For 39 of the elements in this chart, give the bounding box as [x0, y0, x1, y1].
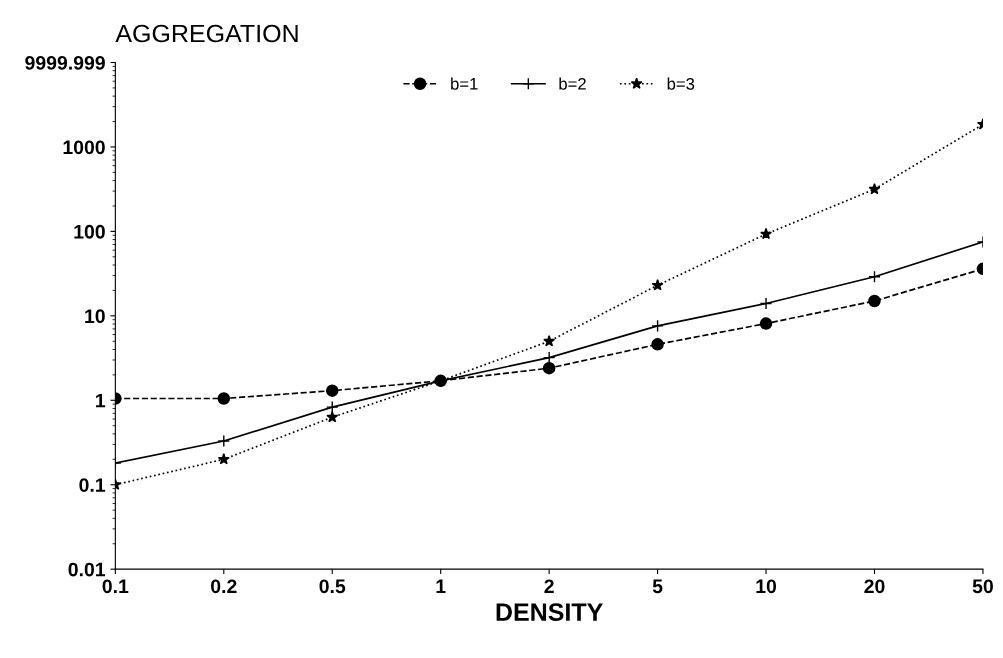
point [651, 338, 664, 351]
y-tick-label: 1000 [63, 140, 105, 155]
point [325, 384, 339, 397]
point [651, 319, 664, 333]
x-axis-title: DENSITY [496, 603, 603, 621]
point [868, 294, 881, 308]
point [543, 335, 556, 347]
point [868, 270, 881, 284]
x-tick-label: 2 [544, 579, 554, 593]
point [868, 182, 881, 195]
point [651, 279, 664, 291]
point [326, 410, 339, 423]
x-tick-label: 0.2 [211, 579, 237, 594]
y-tick-label: 0.01 [68, 562, 106, 577]
y-axis-title: AGGREGATION [115, 24, 298, 43]
x-tick-label: 5 [652, 579, 663, 594]
y-tick-label: 0.1 [79, 478, 106, 492]
y-tick-label: 100 [74, 224, 105, 239]
legend-label: b=1 [451, 77, 478, 90]
point [217, 392, 231, 405]
point [759, 297, 773, 310]
y-tick-label: 10 [85, 309, 105, 324]
x-tick-label: 10 [756, 579, 777, 594]
point [760, 227, 773, 240]
point [217, 434, 231, 448]
x-tick-label: 20 [864, 579, 885, 594]
y-tick-label: 9999.999 [25, 55, 105, 70]
x-tick-label: 50 [972, 579, 993, 594]
x-tick-label: 0.1 [102, 579, 129, 594]
point [325, 400, 339, 414]
point [542, 361, 556, 375]
point [759, 317, 773, 330]
legend-label: b=2 [559, 77, 586, 90]
point [542, 351, 556, 364]
x-tick-label: 1 [436, 579, 446, 593]
x-tick-label: 0.5 [319, 579, 346, 594]
legend-label: b=3 [667, 77, 695, 90]
y-tick-label: 1 [96, 393, 106, 408]
point [217, 453, 230, 465]
